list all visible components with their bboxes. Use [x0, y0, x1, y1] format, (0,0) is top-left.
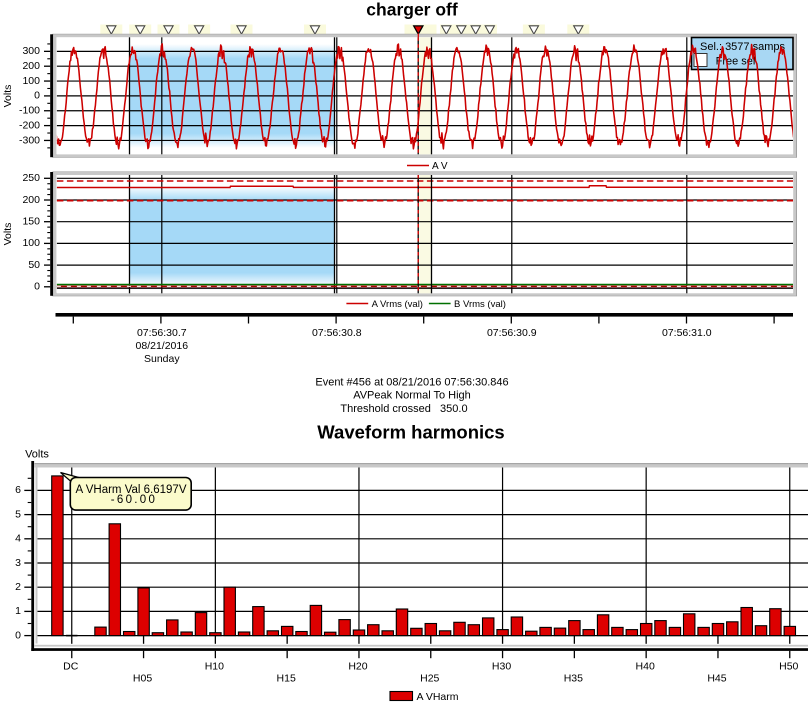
svg-text:H40: H40 [636, 661, 655, 673]
svg-text:3: 3 [15, 557, 21, 569]
svg-text:100: 100 [22, 75, 40, 87]
svg-text:150: 150 [22, 216, 40, 228]
svg-text:200: 200 [22, 60, 40, 72]
svg-text:A Vrms (val): A Vrms (val) [372, 299, 423, 310]
svg-text:250: 250 [22, 172, 40, 184]
svg-text:H45: H45 [707, 673, 726, 685]
svg-text:H20: H20 [348, 661, 367, 673]
svg-text:charger off: charger off [366, 0, 458, 20]
svg-text:07:56:30.7: 07:56:30.7 [137, 327, 187, 339]
svg-text:B Vrms (val): B Vrms (val) [454, 299, 506, 310]
svg-text:DC: DC [63, 661, 79, 673]
svg-text:Waveform harmonics: Waveform harmonics [317, 422, 504, 443]
svg-text:100: 100 [22, 237, 40, 249]
svg-text:2: 2 [15, 581, 21, 593]
svg-text:H35: H35 [564, 673, 583, 685]
svg-text:AVPeak Normal To High: AVPeak Normal To High [353, 390, 471, 402]
svg-text:H15: H15 [277, 673, 296, 685]
svg-text:0: 0 [34, 90, 40, 102]
svg-text:50: 50 [28, 259, 40, 271]
svg-text:0: 0 [15, 629, 21, 641]
svg-text:Sunday: Sunday [144, 353, 180, 365]
svg-text:Volts: Volts [2, 85, 14, 108]
svg-text:H25: H25 [420, 673, 439, 685]
svg-text:Volts: Volts [25, 449, 49, 461]
svg-text:Sel.: 3577 samps: Sel.: 3577 samps [700, 41, 785, 53]
svg-text:5: 5 [15, 508, 21, 520]
svg-text:07:56:30.9: 07:56:30.9 [487, 327, 537, 339]
svg-text:-60.00: -60.00 [111, 494, 157, 506]
svg-text:08/21/2016: 08/21/2016 [136, 340, 189, 352]
svg-text:H10: H10 [205, 661, 224, 673]
svg-text:07:56:30.8: 07:56:30.8 [312, 327, 362, 339]
svg-text:1: 1 [15, 605, 21, 617]
svg-text:H50: H50 [779, 661, 798, 673]
svg-text:6: 6 [15, 484, 21, 496]
svg-text:-100: -100 [19, 105, 40, 117]
svg-text:07:56:31.0: 07:56:31.0 [662, 327, 712, 339]
svg-text:Event #456 at 08/21/2016 07:56: Event #456 at 08/21/2016 07:56:30.846 [315, 376, 508, 388]
svg-text:300: 300 [22, 45, 40, 57]
svg-text:4: 4 [15, 533, 21, 545]
svg-text:H05: H05 [133, 673, 152, 685]
svg-text:0: 0 [34, 281, 40, 293]
svg-text:-300: -300 [19, 134, 40, 146]
svg-text:-200: -200 [19, 119, 40, 131]
svg-text:Free sel.: Free sel. [716, 56, 759, 68]
svg-text:H30: H30 [492, 661, 511, 673]
svg-text:Volts: Volts [2, 223, 14, 246]
svg-text:200: 200 [22, 194, 40, 206]
svg-text:A V: A V [432, 161, 448, 172]
svg-text:A VHarm: A VHarm [417, 691, 459, 703]
svg-text:Threshold crossed 350.0: Threshold crossed 350.0 [340, 403, 467, 415]
